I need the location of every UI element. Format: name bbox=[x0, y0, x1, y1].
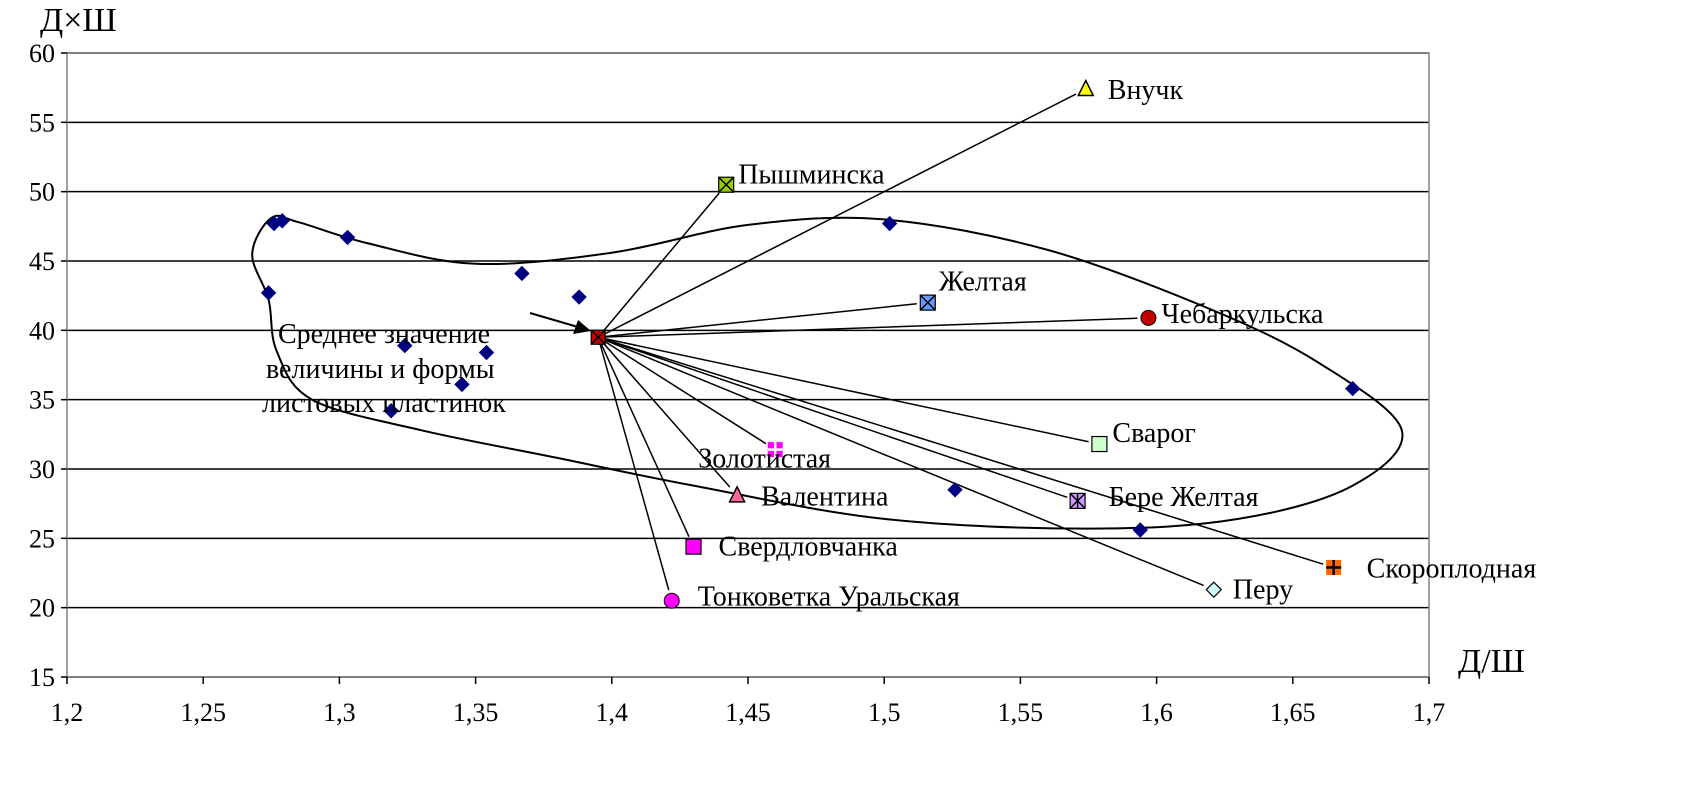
ray-тонковетка-уральская bbox=[597, 337, 670, 591]
marker-желтая bbox=[919, 294, 936, 311]
rays-from-mean bbox=[597, 93, 1324, 591]
envelope-curve bbox=[251, 214, 1404, 530]
background-point bbox=[478, 344, 495, 361]
ray-желтая bbox=[598, 303, 917, 339]
x-tick-label: 1,6 bbox=[1140, 698, 1173, 727]
annotation-line-2: величины и формы bbox=[266, 354, 495, 385]
y-tick-label: 25 bbox=[29, 524, 55, 553]
background-point bbox=[1345, 380, 1361, 397]
marker-золотистая bbox=[767, 442, 783, 458]
x-tick-label: 1,55 bbox=[998, 698, 1044, 727]
ray-скороплодная bbox=[597, 336, 1324, 565]
x-tick-label: 1,45 bbox=[725, 698, 771, 727]
background-point bbox=[383, 403, 399, 419]
annotation-arrow bbox=[529, 312, 579, 328]
x-tick-label: 1,35 bbox=[453, 698, 499, 727]
marker-пышминска bbox=[718, 176, 735, 193]
annotation-arrowhead bbox=[573, 320, 591, 334]
background-point bbox=[397, 337, 413, 354]
y-tick-label: 55 bbox=[29, 108, 55, 137]
label-тонковетка-уральская: Тонковетка Уральская bbox=[698, 582, 960, 613]
marker-скороплодная bbox=[1326, 559, 1342, 575]
background-points bbox=[260, 213, 1361, 538]
mean-point bbox=[590, 329, 606, 345]
y-tick-label: 15 bbox=[29, 663, 55, 692]
y-tick-label: 30 bbox=[29, 455, 55, 484]
marker-тонковетка-уральская bbox=[663, 592, 680, 609]
ray-валентина bbox=[597, 336, 731, 488]
x-tick-label: 1,5 bbox=[868, 698, 901, 727]
tick-labels: 15 20 25 30 35 40 45 50 55 60 1,2 1,25 1,3 1,35 1,4 1,4… bbox=[29, 39, 1445, 727]
ray-чебаркульска bbox=[598, 317, 1138, 339]
label-золотистая: Золотистая bbox=[698, 444, 831, 475]
ray-бере-желтая bbox=[597, 336, 1068, 499]
variety-points: Внучк Пышминска Желтая Чебаркульска Сварог Зо… bbox=[590, 75, 1537, 613]
ray-внучк bbox=[597, 93, 1077, 338]
y-tick-label: 35 bbox=[29, 386, 55, 415]
distribution-envelope bbox=[251, 214, 1404, 530]
marker-внучк bbox=[1077, 78, 1095, 97]
background-point bbox=[274, 213, 290, 229]
y-tick-label: 50 bbox=[29, 178, 55, 207]
marker-сварог bbox=[1091, 435, 1108, 453]
label-внучк: Внучк bbox=[1108, 75, 1184, 106]
marker-бере-желтая bbox=[1069, 492, 1086, 509]
label-желтая: Желтая bbox=[939, 267, 1027, 298]
background-point bbox=[947, 482, 963, 498]
background-point bbox=[514, 265, 530, 282]
y-tick-label: 20 bbox=[29, 594, 55, 623]
y-tick-label: 60 bbox=[29, 39, 55, 68]
x-tick-label: 1,2 bbox=[51, 698, 84, 727]
ray-пышминска bbox=[597, 192, 720, 338]
x-tick-label: 1,25 bbox=[180, 698, 226, 727]
annotation-line-3: листовых пластинок bbox=[262, 388, 506, 419]
ray-сварог bbox=[598, 336, 1089, 443]
label-пышминска: Пышминска bbox=[738, 160, 885, 191]
background-point bbox=[454, 376, 470, 393]
marker-перу bbox=[1205, 581, 1223, 598]
background-point bbox=[1132, 522, 1148, 538]
x-axis-label: Д/Ш bbox=[1458, 643, 1525, 680]
background-point bbox=[881, 215, 898, 232]
background-point bbox=[571, 289, 587, 305]
label-перу: Перу bbox=[1233, 575, 1293, 606]
ray-золотистая bbox=[597, 336, 767, 445]
mean-annotation: Среднее значение величины и формы листов… bbox=[262, 312, 591, 419]
label-валентина: Валентина bbox=[761, 481, 889, 512]
annotation-line-1: Среднее значение bbox=[278, 319, 490, 350]
x-tick-label: 1,3 bbox=[323, 698, 356, 727]
background-point bbox=[339, 229, 356, 246]
x-tick-label: 1,4 bbox=[596, 698, 629, 727]
x-tick-label: 1,65 bbox=[1270, 698, 1316, 727]
label-сварог: Сварог bbox=[1112, 418, 1195, 449]
ray-свердловчанка bbox=[597, 336, 690, 537]
background-point bbox=[260, 285, 277, 301]
label-бере-желтая: Бере Желтая bbox=[1109, 482, 1259, 513]
y-tick-label: 40 bbox=[29, 316, 55, 345]
y-tick-label: 45 bbox=[29, 247, 55, 276]
marker-свердловчанка bbox=[685, 538, 702, 555]
x-tick-label: 1,7 bbox=[1413, 698, 1446, 727]
label-свердловчанка: Свердловчанка bbox=[719, 532, 899, 563]
label-скороплодная: Скороплодная bbox=[1367, 553, 1537, 584]
ray-перу bbox=[597, 336, 1204, 587]
marker-валентина bbox=[728, 485, 746, 503]
y-axis-label: Д×Ш bbox=[40, 2, 117, 39]
marker-чебаркульска bbox=[1140, 309, 1157, 326]
label-чебаркульска: Чебаркульска bbox=[1161, 299, 1324, 330]
